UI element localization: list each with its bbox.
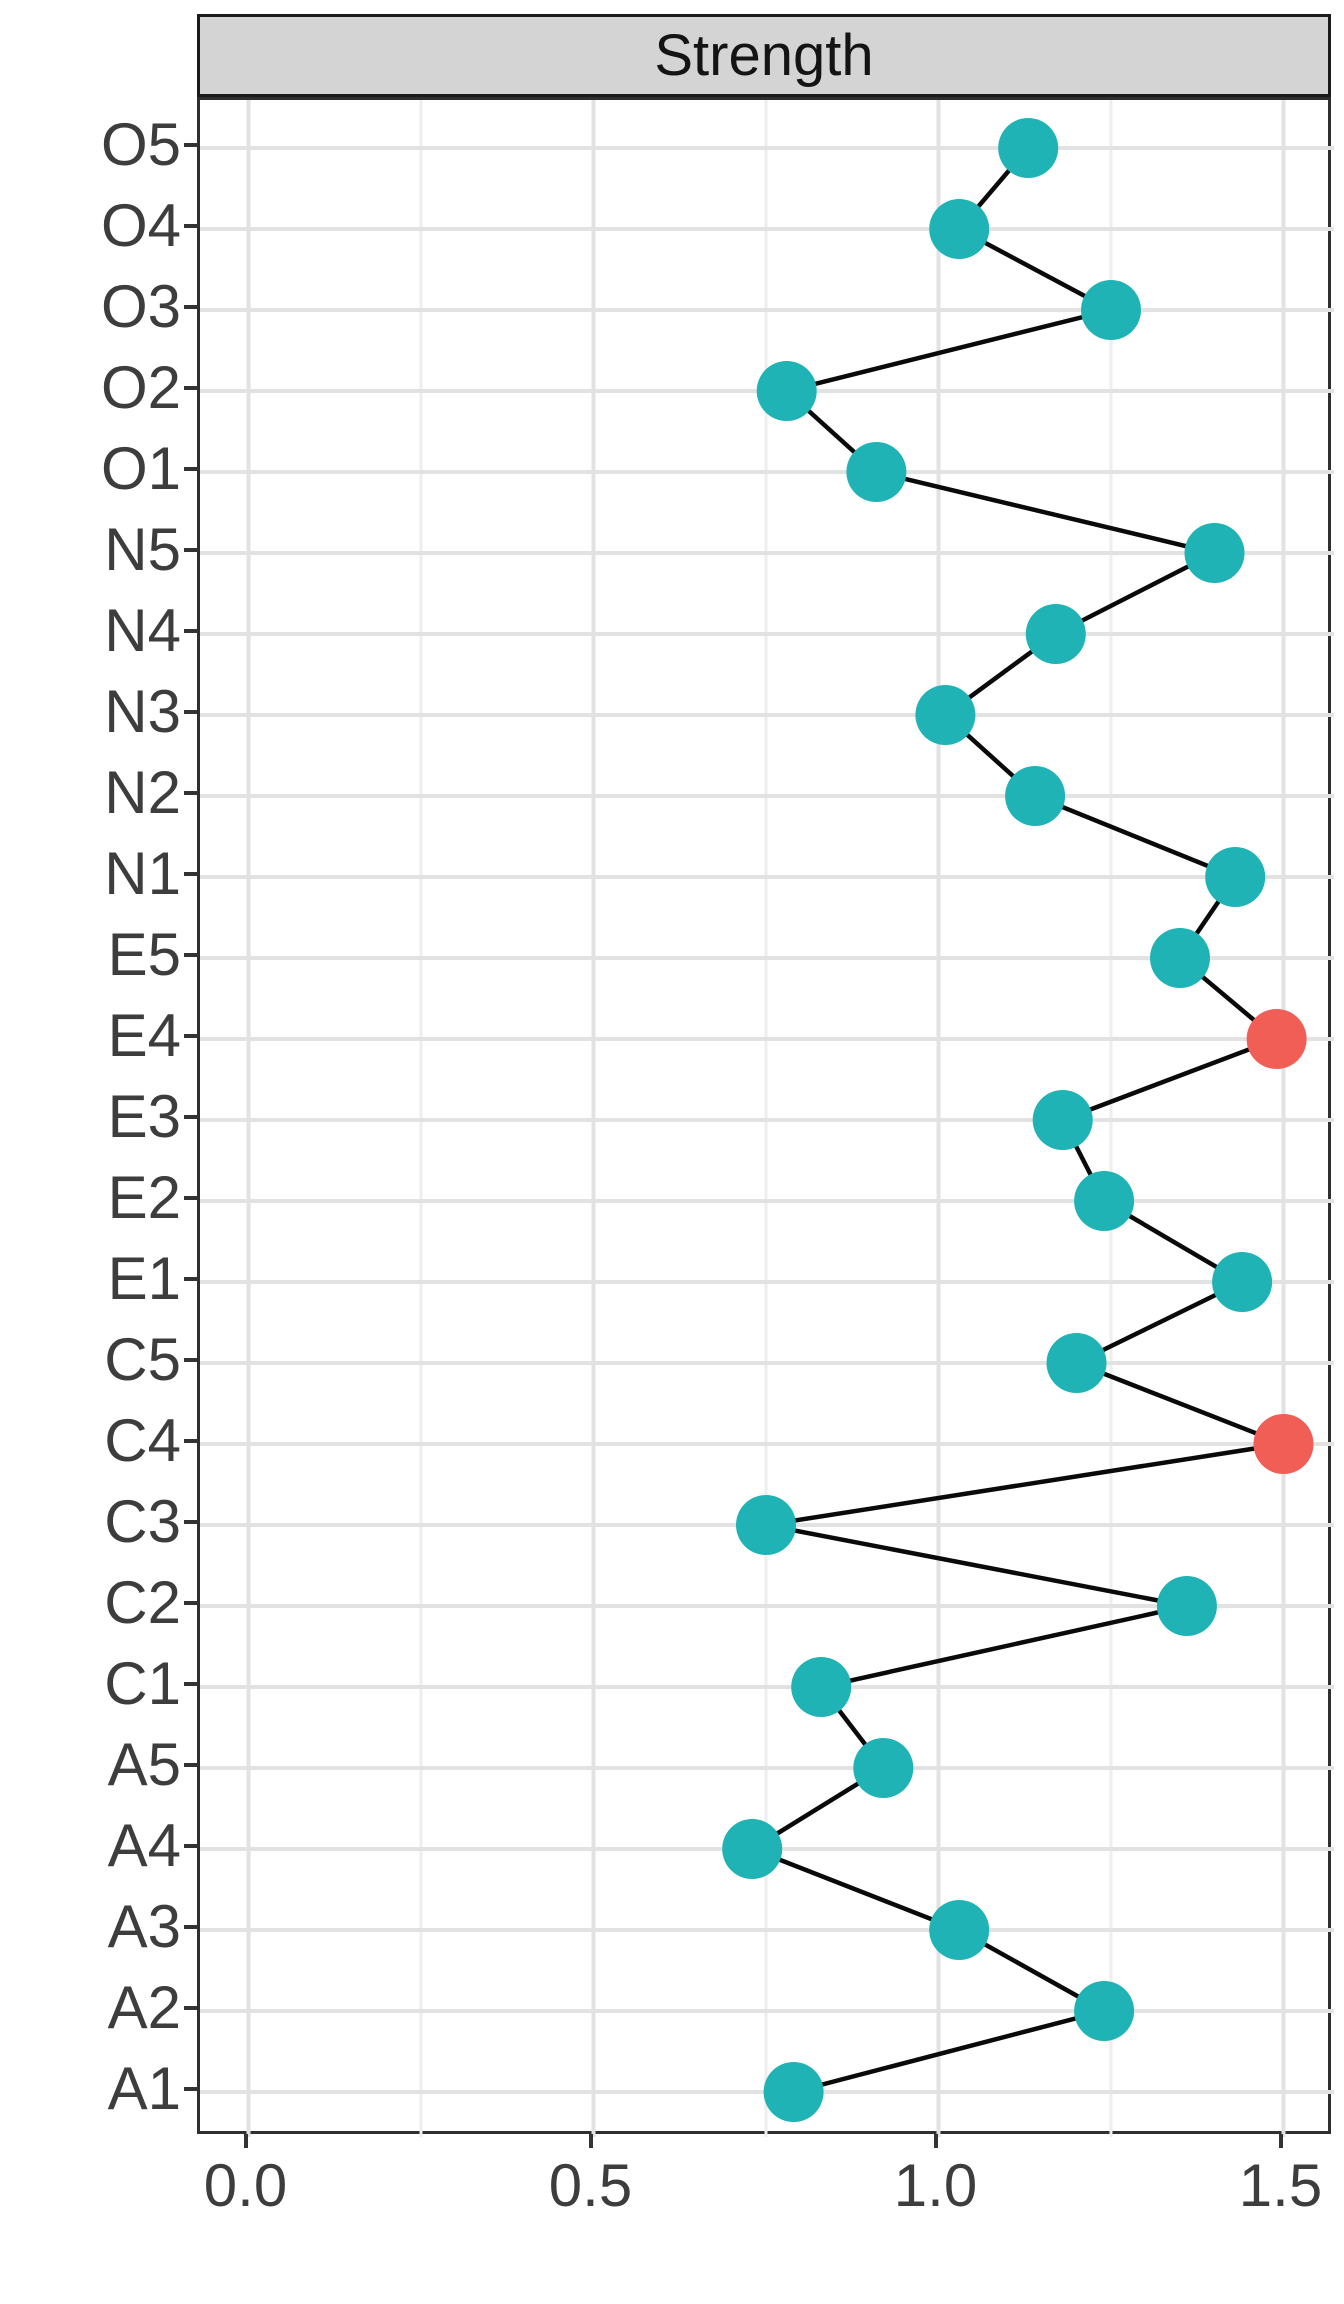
y-axis-tick-C1	[184, 1682, 197, 1686]
y-axis-tick-N3	[184, 710, 197, 714]
data-point-N5	[1184, 523, 1245, 583]
y-axis-label-C4: C4	[104, 1407, 181, 1474]
data-point-C5	[1046, 1333, 1107, 1393]
y-axis-tick-A2	[184, 2006, 197, 2010]
data-point-O3	[1081, 280, 1141, 340]
y-axis-label-O1: O1	[100, 435, 181, 502]
y-axis-tick-E1	[184, 1277, 197, 1281]
y-axis-label-O3: O3	[100, 273, 181, 340]
y-axis-label-O2: O2	[100, 354, 181, 421]
y-axis-tick-E4	[184, 1034, 197, 1038]
y-axis-label-A5: A5	[107, 1731, 181, 1798]
y-axis-tick-N4	[184, 629, 197, 633]
x-axis-tick-1.0	[933, 2134, 938, 2148]
y-axis-tick-E3	[184, 1115, 197, 1119]
data-point-N3	[915, 685, 976, 745]
y-axis-tick-C5	[184, 1358, 197, 1362]
x-axis-label-0.0: 0.0	[203, 2152, 288, 2219]
x-axis-label-1.0: 1.0	[893, 2152, 978, 2219]
y-axis-tick-A3	[184, 1925, 197, 1929]
data-point-A2	[1074, 1981, 1135, 2041]
x-axis-tick-1.5	[1278, 2134, 1283, 2148]
data-point-C3	[736, 1495, 796, 1555]
y-axis-label-N2: N2	[104, 759, 181, 826]
y-axis-label-O4: O4	[100, 192, 181, 259]
plot-svg	[200, 100, 1334, 2137]
y-axis-label-A1: A1	[107, 2055, 181, 2122]
y-axis-tick-N2	[184, 791, 197, 795]
y-axis-label-E2: E2	[107, 1164, 181, 1231]
x-axis-label-1.5: 1.5	[1238, 2152, 1323, 2219]
x-axis-label-0.5: 0.5	[548, 2152, 633, 2219]
y-axis-tick-A1	[184, 2087, 197, 2091]
y-axis-tick-O3	[184, 305, 197, 309]
y-axis-tick-A4	[184, 1844, 197, 1848]
y-axis-tick-C3	[184, 1520, 197, 1524]
y-axis-tick-N1	[184, 872, 197, 876]
x-axis-tick-0.0	[243, 2134, 248, 2148]
y-axis-tick-O1	[184, 467, 197, 471]
y-axis-label-N3: N3	[104, 678, 181, 745]
y-axis-label-C2: C2	[104, 1569, 181, 1636]
y-axis-label-A4: A4	[107, 1812, 181, 1879]
data-point-C4	[1253, 1414, 1314, 1474]
y-axis-label-C1: C1	[104, 1650, 181, 1717]
data-point-O1	[846, 442, 907, 502]
data-point-C1	[791, 1657, 852, 1717]
data-point-A3	[929, 1900, 990, 1960]
y-axis-tick-C4	[184, 1439, 197, 1443]
x-axis-tick-0.5	[588, 2134, 593, 2148]
facet-strip: Strength	[197, 14, 1331, 97]
data-point-O2	[756, 361, 817, 421]
data-point-C2	[1156, 1576, 1217, 1636]
y-axis-label-E4: E4	[107, 1002, 181, 1069]
plot-panel	[197, 97, 1334, 2137]
y-axis-label-E1: E1	[107, 1245, 181, 1312]
data-point-E2	[1074, 1171, 1135, 1231]
y-axis-label-E3: E3	[107, 1083, 181, 1150]
data-point-E3	[1032, 1090, 1093, 1150]
data-point-E5	[1150, 928, 1210, 988]
y-axis-label-C3: C3	[104, 1488, 181, 1555]
data-point-A1	[763, 2062, 824, 2122]
data-point-A5	[853, 1738, 914, 1798]
y-axis-tick-E5	[184, 953, 197, 957]
facet-strip-title: Strength	[654, 23, 874, 88]
y-axis-tick-O2	[184, 386, 197, 390]
data-point-E1	[1212, 1252, 1273, 1312]
y-axis-label-N1: N1	[104, 840, 181, 907]
data-point-N2	[1005, 766, 1066, 826]
data-point-E4	[1246, 1009, 1307, 1069]
y-axis-label-N4: N4	[104, 597, 181, 664]
data-point-N1	[1205, 847, 1266, 907]
y-axis-tick-E2	[184, 1196, 197, 1200]
y-axis-tick-N5	[184, 548, 197, 552]
y-axis-tick-O4	[184, 224, 197, 228]
data-point-A4	[722, 1819, 783, 1879]
data-point-O5	[998, 118, 1059, 178]
y-axis-label-E5: E5	[107, 921, 181, 988]
y-axis-tick-O5	[184, 143, 197, 147]
y-axis-label-C5: C5	[104, 1326, 181, 1393]
data-point-N4	[1025, 604, 1086, 664]
y-axis-tick-C2	[184, 1601, 197, 1605]
y-axis-tick-A5	[184, 1763, 197, 1767]
y-axis-label-N5: N5	[104, 516, 181, 583]
y-axis-label-A2: A2	[107, 1974, 181, 2041]
y-axis-label-A3: A3	[107, 1893, 181, 1960]
data-point-O4	[929, 199, 990, 259]
y-axis-label-O5: O5	[100, 111, 181, 178]
